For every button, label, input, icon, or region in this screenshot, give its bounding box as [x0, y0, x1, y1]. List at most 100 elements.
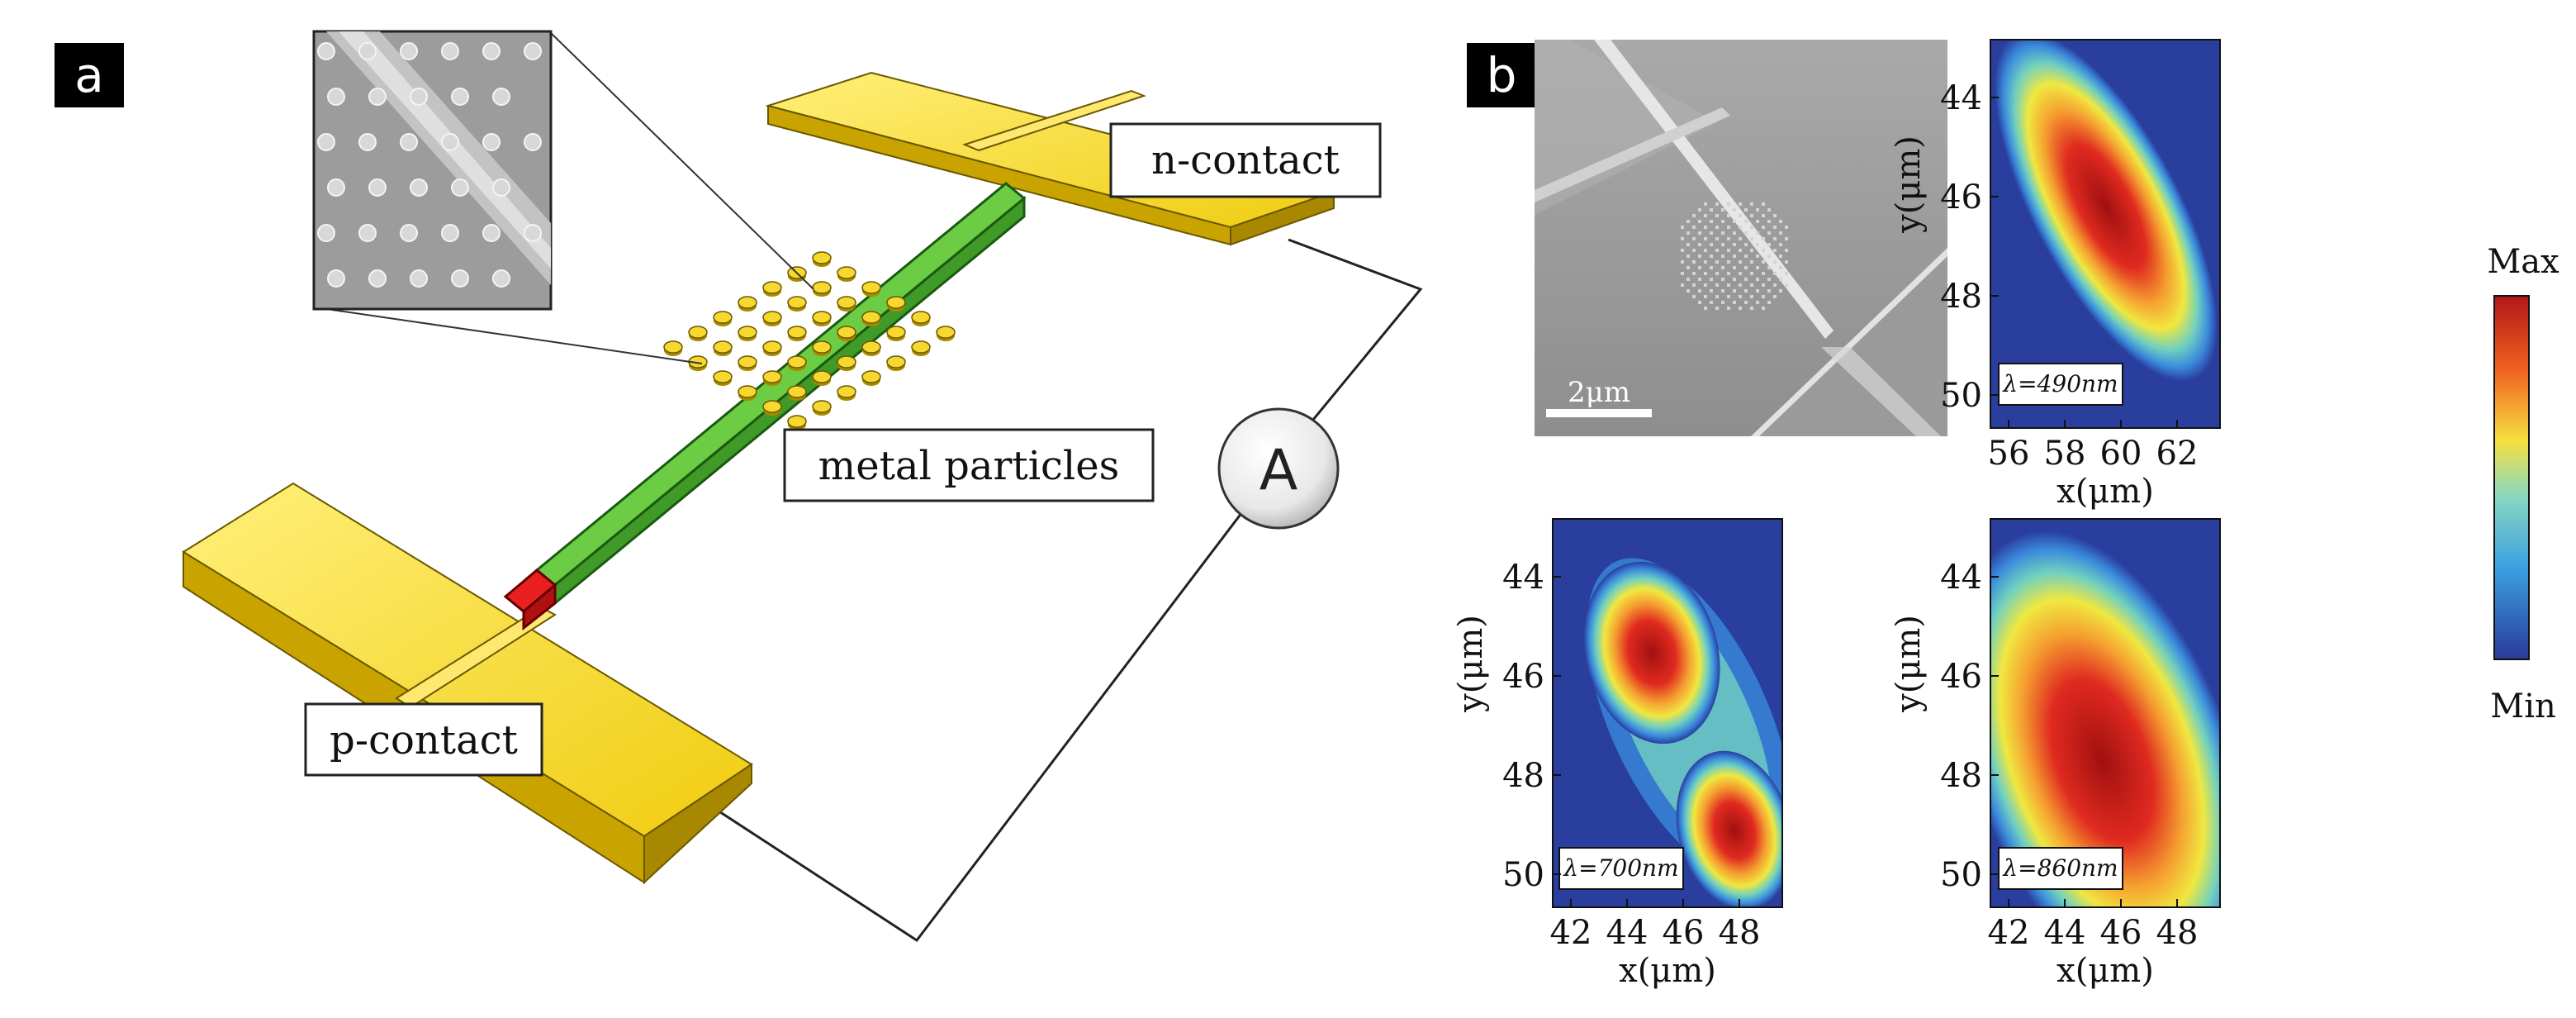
- colorbar-min-label: Min: [2490, 687, 2556, 725]
- metal-particle: [762, 311, 782, 324]
- y-tick-label: 48: [1940, 278, 1982, 316]
- sem-grid-particle: [1686, 266, 1690, 269]
- p-contact-label: p-contact: [330, 717, 518, 764]
- sem-grid-particle: [1750, 272, 1753, 275]
- sem-grid-particle: [1681, 272, 1684, 275]
- sem-grid-particle: [1773, 249, 1777, 252]
- colorbar: Max Min: [2487, 243, 2559, 725]
- nanowire: [503, 182, 1027, 631]
- y-axis-label: y(μm): [1452, 615, 1490, 713]
- sem-grid-particle: [1773, 226, 1777, 229]
- sem-grid-particle: [1727, 295, 1730, 298]
- y-tick-label: 50: [1940, 377, 1982, 415]
- sem-grid-particle: [1739, 272, 1742, 275]
- sem-grid-particle: [1686, 254, 1690, 258]
- sem-grid-particle: [1727, 249, 1730, 252]
- sem-grid-particle: [1727, 226, 1730, 229]
- ammeter-label: A: [1260, 438, 1298, 503]
- ammeter: A: [1217, 407, 1340, 530]
- panel-a-tag: a: [55, 43, 124, 107]
- sem-grid-particle: [1767, 289, 1771, 293]
- metal-particle: [886, 296, 906, 309]
- metal-particle: [738, 385, 757, 398]
- sem-grid-particle: [1727, 237, 1730, 240]
- sem-grid-particle: [1756, 220, 1759, 223]
- sem-grid-particle: [1715, 272, 1719, 275]
- sem-grid-particle: [1704, 237, 1707, 240]
- sem-grid-particle: [1756, 301, 1759, 304]
- sem-grid-particle: [1698, 278, 1701, 281]
- sem-grid-particle: [1692, 226, 1696, 229]
- sem-grid-particle: [1721, 266, 1724, 269]
- sem-grid-particle: [1698, 220, 1701, 223]
- sem-grid-particle: [1692, 237, 1696, 240]
- emission-map-490nm: λ=490nm: [1990, 39, 2221, 429]
- metal-particle: [738, 296, 757, 309]
- x-tick-label: 58: [2044, 435, 2086, 473]
- sem-grid-particle: [1750, 307, 1753, 310]
- x-axis-label: x(μm): [1619, 952, 1716, 990]
- panel-b-tag: b: [1467, 43, 1536, 107]
- sem-grid-particle: [1721, 208, 1724, 212]
- metal-particle: [837, 355, 856, 369]
- sem-grid-particle: [1721, 289, 1724, 293]
- metal-particle: [837, 385, 856, 398]
- sem-image-b: 2μm: [1535, 40, 1947, 436]
- sem-grid-particle: [1733, 289, 1736, 293]
- sem-grid-particle: [1762, 272, 1765, 275]
- colorbar-max-label: Max: [2487, 243, 2559, 281]
- sem-grid-particle: [1692, 249, 1696, 252]
- metal-particle: [762, 340, 782, 354]
- sem-grid-particle: [1733, 254, 1736, 258]
- metal-particle: [812, 311, 832, 324]
- sem-grid-particle: [1750, 283, 1753, 287]
- sem-grid-particle: [1704, 214, 1707, 217]
- metal-particle: [861, 370, 881, 383]
- metal-particles-callout: metal particles: [783, 428, 1155, 502]
- sem-grid-particle: [1710, 301, 1713, 304]
- sem-particle: [358, 133, 377, 151]
- sem-grid-particle: [1704, 295, 1707, 298]
- sem-grid-particle: [1767, 266, 1771, 269]
- sem-grid-particle: [1785, 283, 1788, 287]
- sem-grid-particle: [1744, 254, 1748, 258]
- sem-grid-particle: [1733, 231, 1736, 235]
- sem-grid-particle: [1698, 289, 1701, 293]
- sem-grid-particle: [1762, 249, 1765, 252]
- sem-grid-particle: [1779, 220, 1782, 223]
- wavelength-label: λ=490nm: [2002, 370, 2118, 397]
- sem-grid-particle: [1785, 260, 1788, 264]
- sem-grid-particle: [1785, 272, 1788, 275]
- sem-grid-particle: [1739, 295, 1742, 298]
- metal-particle: [787, 326, 807, 339]
- sem-grid-particle: [1750, 260, 1753, 264]
- sem-grid-particle: [1756, 231, 1759, 235]
- sem-particle: [317, 133, 335, 151]
- sem-particle: [451, 269, 469, 288]
- sem-grid-particle: [1739, 260, 1742, 264]
- metal-particle: [911, 340, 931, 354]
- y-tick-label: 50: [1502, 856, 1544, 894]
- sem-grid-particle: [1773, 260, 1777, 264]
- sem-particle: [451, 178, 469, 197]
- sem-grid-particle: [1681, 226, 1684, 229]
- sem-grid-particle: [1744, 231, 1748, 235]
- sem-grid-particle: [1715, 214, 1719, 217]
- sem-grid-particle: [1756, 266, 1759, 269]
- sem-grid-particle: [1721, 231, 1724, 235]
- sem-particle: [358, 42, 377, 60]
- metal-particle: [812, 340, 832, 354]
- sem-particle: [317, 224, 335, 242]
- sem-particle: [317, 42, 335, 60]
- sem-grid-particle: [1698, 266, 1701, 269]
- sem-grid-particle: [1744, 208, 1748, 212]
- x-axis-label: x(μm): [2057, 952, 2154, 990]
- sem-grid-particle: [1785, 249, 1788, 252]
- y-tick-label: 50: [1940, 856, 1982, 894]
- emission-map-860nm: λ=860nm: [1990, 518, 2221, 908]
- sem-particle: [492, 269, 510, 288]
- p-contact-pad: [182, 482, 753, 885]
- sem-grid-particle: [1692, 295, 1696, 298]
- sem-grid-particle: [1744, 243, 1748, 246]
